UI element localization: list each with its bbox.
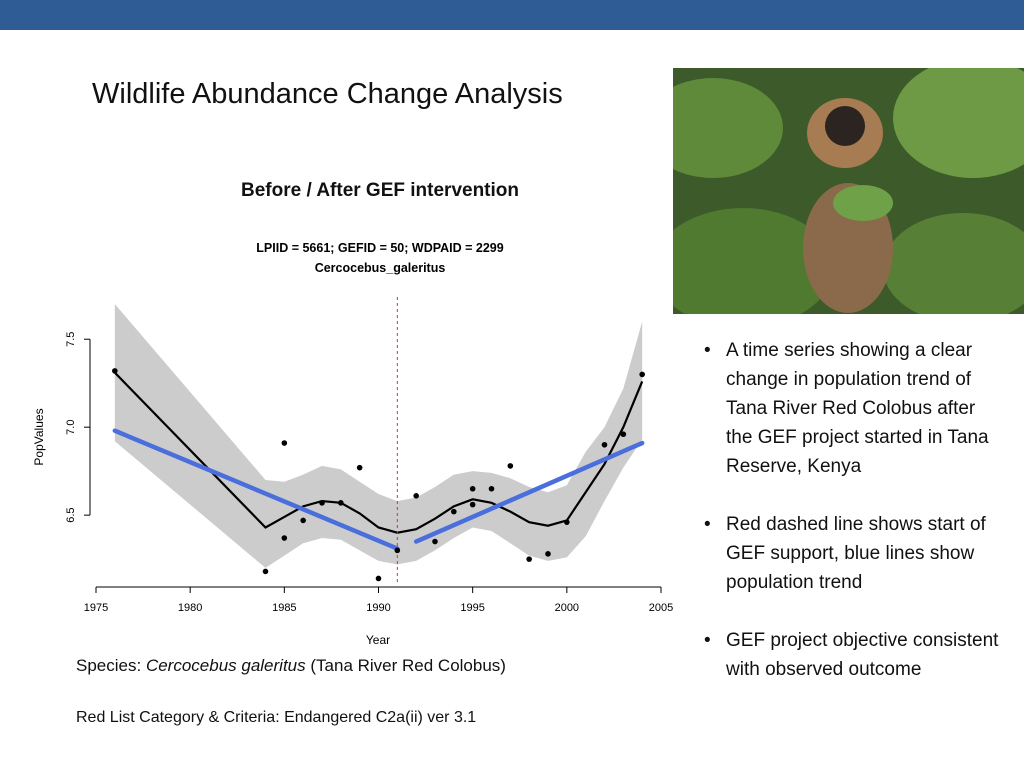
bullet: GEF project objective consistent with ob…	[700, 626, 1005, 684]
x-axis-label: Year	[366, 633, 390, 647]
x-tick-label: 1985	[272, 602, 296, 614]
species-label: Species:	[76, 656, 142, 675]
data-point	[469, 485, 476, 492]
data-point	[545, 551, 551, 557]
data-point	[507, 463, 514, 469]
slide-title: Wildlife Abundance Change Analysis	[92, 78, 563, 110]
trend-line	[413, 440, 645, 544]
data-point	[338, 500, 344, 506]
data-point	[601, 441, 608, 448]
x-tick-label: 2000	[555, 602, 579, 614]
data-point	[451, 508, 457, 515]
bullet: A time series showing a clear change in …	[700, 336, 1005, 481]
top-bar	[0, 0, 1024, 30]
chart-title: LPIID = 5661; GEFID = 50; WDPAID = 2299	[256, 241, 503, 255]
data-point	[488, 485, 495, 492]
chart: LPIID = 5661; GEFID = 50; WDPAID = 2299 …	[32, 241, 673, 647]
data-point	[469, 501, 476, 508]
trend-line	[112, 428, 400, 551]
data-point	[620, 431, 627, 438]
x-tick-label: 1995	[460, 602, 484, 614]
data-point	[639, 371, 645, 378]
data-point	[319, 500, 325, 506]
x-tick-label: 2005	[649, 602, 673, 614]
y-tick-label: 6.5	[65, 507, 77, 522]
x-tick-label: 1990	[366, 602, 390, 614]
species-line: Species: Cercocebus galeritus (Tana Rive…	[76, 656, 506, 676]
data-point	[262, 568, 269, 575]
data-point	[281, 440, 288, 446]
bullet-list: A time series showing a clear change in …	[700, 336, 1005, 713]
data-point	[394, 547, 401, 554]
y-tick-label: 7.0	[65, 420, 77, 435]
y-tick-label: 7.5	[65, 332, 77, 347]
data-point	[375, 575, 382, 582]
species-name: Cercocebus galeritus	[145, 656, 306, 675]
data-point	[300, 517, 306, 524]
y-axis-label: PopValues	[32, 408, 46, 465]
data-point	[112, 368, 118, 374]
chart-heading: Before / After GEF intervention	[241, 180, 519, 201]
data-point	[413, 492, 419, 499]
species-common: (Tana River Red Colobus)	[310, 656, 506, 675]
bullet: Red dashed line shows start of GEF suppo…	[700, 510, 1005, 597]
red-list: Red List Category & Criteria: Endangered…	[76, 709, 477, 726]
data-point	[432, 538, 438, 545]
data-point	[526, 556, 532, 562]
x-tick-label: 1975	[84, 602, 108, 614]
smooth-line	[114, 371, 644, 534]
chart-subtitle: Cercocebus_galeritus	[315, 261, 446, 275]
photo	[673, 68, 1024, 314]
data-point	[564, 519, 570, 525]
data-point	[281, 535, 288, 541]
data-point	[356, 464, 363, 471]
x-tick-label: 1980	[178, 602, 202, 614]
